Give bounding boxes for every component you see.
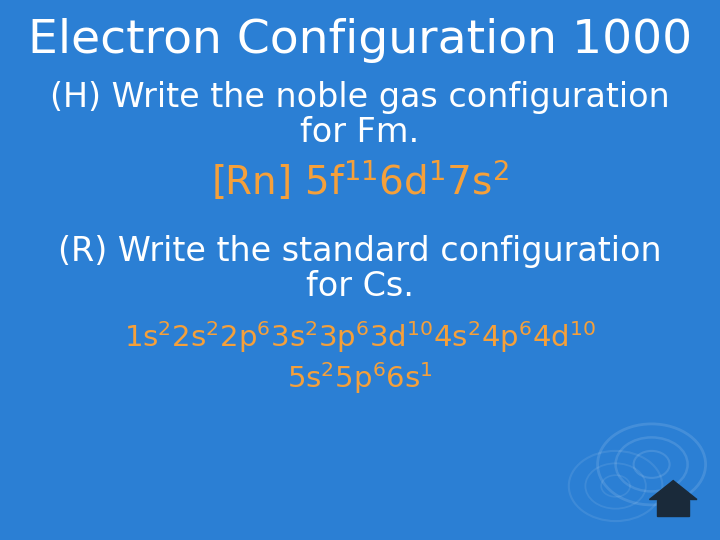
Text: (R) Write the standard configuration: (R) Write the standard configuration	[58, 234, 662, 268]
Text: for Fm.: for Fm.	[300, 116, 420, 149]
Text: $\mathregular{1s^22s^22p^63s^23p^63d^{10}4s^24p^64d^{10}}$: $\mathregular{1s^22s^22p^63s^23p^63d^{10…	[124, 320, 596, 355]
Text: (H) Write the noble gas configuration: (H) Write the noble gas configuration	[50, 80, 670, 114]
Text: Electron Configuration 1000: Electron Configuration 1000	[28, 18, 692, 63]
Polygon shape	[657, 500, 689, 516]
Text: $\mathregular{5s^25p^66s^1}$: $\mathregular{5s^25p^66s^1}$	[287, 360, 433, 396]
Polygon shape	[649, 481, 697, 500]
Text: for Cs.: for Cs.	[306, 269, 414, 303]
Text: $\mathregular{[Rn]\ 5f^{11}6d^{1}7s^{2}}$: $\mathregular{[Rn]\ 5f^{11}6d^{1}7s^{2}}…	[211, 159, 509, 203]
